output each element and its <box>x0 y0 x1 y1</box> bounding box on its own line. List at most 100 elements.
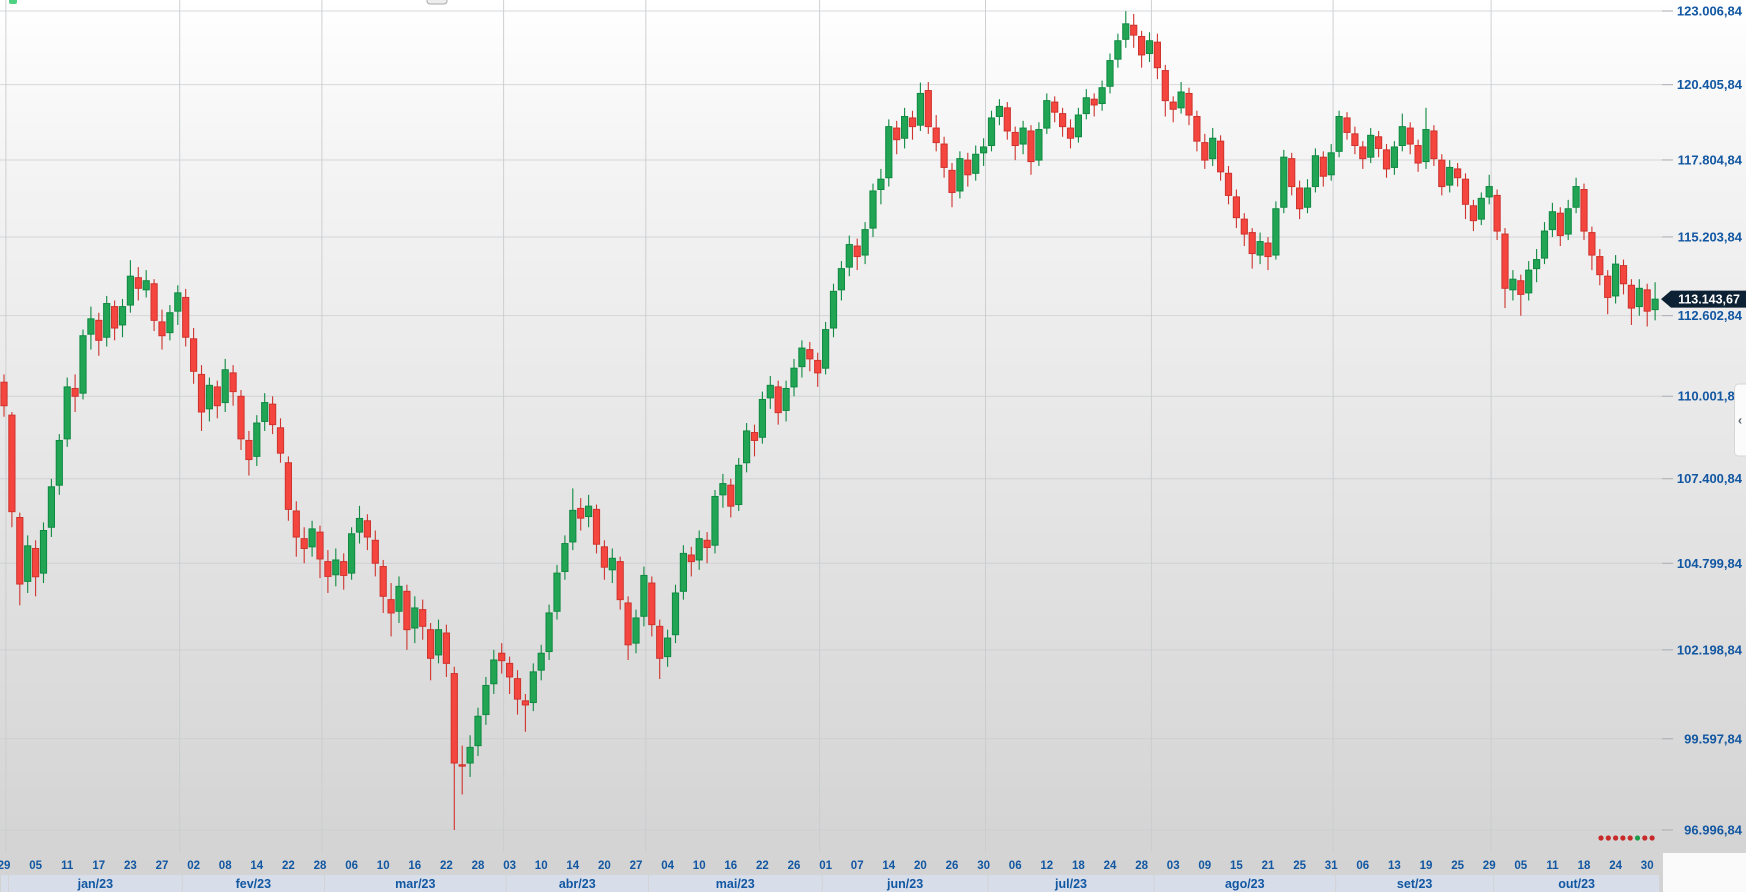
day-tick-label: 28 <box>314 860 327 872</box>
candle <box>1461 173 1470 220</box>
candle <box>24 535 32 593</box>
candle <box>253 415 261 466</box>
candle <box>442 624 450 677</box>
candle <box>300 527 308 564</box>
candle <box>1217 135 1225 181</box>
candle <box>964 152 972 187</box>
candle <box>1588 226 1596 271</box>
candle <box>332 548 340 587</box>
candle <box>1643 283 1651 327</box>
candle <box>592 504 601 554</box>
month-band[interactable] <box>1494 875 1660 892</box>
candle <box>506 656 514 694</box>
candle <box>419 599 427 640</box>
month-band[interactable] <box>8 875 182 892</box>
candle <box>1596 249 1604 286</box>
month-label: jul/23 <box>1054 877 1087 891</box>
candle <box>237 390 245 450</box>
candle <box>1232 189 1241 229</box>
candle <box>987 110 996 152</box>
candle <box>190 328 198 384</box>
day-tick-label: 22 <box>440 860 453 872</box>
clipped-green-marker-icon <box>9 0 17 4</box>
candle <box>995 99 1003 126</box>
status-dot <box>1620 835 1626 841</box>
time-axis[interactable]: jan/23 fev/23 mar/23 abr/23 mai/23 jun/23 jul/… <box>0 860 1660 892</box>
candle <box>664 629 672 667</box>
day-tick-label: 11 <box>1546 860 1559 872</box>
candle <box>1414 139 1422 172</box>
day-tick-label: 26 <box>946 860 959 872</box>
day-tick-label: 16 <box>408 860 421 872</box>
candle <box>695 530 703 570</box>
candle <box>1098 80 1106 111</box>
month-band[interactable] <box>1154 875 1336 892</box>
candle <box>269 396 277 435</box>
candle <box>1066 119 1075 149</box>
candle <box>577 498 585 531</box>
month-band[interactable] <box>506 875 648 892</box>
candle <box>908 110 917 140</box>
candle <box>711 490 719 554</box>
month-band[interactable] <box>822 875 988 892</box>
month-label: ago/23 <box>1225 877 1265 891</box>
candle <box>166 305 174 341</box>
last-price-label: 113.143,67 <box>1678 293 1740 307</box>
candle <box>656 619 664 679</box>
month-band[interactable] <box>648 875 822 892</box>
month-band[interactable] <box>1336 875 1494 892</box>
day-tick-label: 20 <box>914 860 927 872</box>
candle <box>537 644 545 681</box>
month-band[interactable] <box>182 875 324 892</box>
day-tick-label: 23 <box>124 860 137 872</box>
candle <box>1264 237 1272 271</box>
candle <box>916 82 924 131</box>
day-tick-label: 13 <box>1388 860 1401 872</box>
y-axis-label: 102.198,84 <box>1677 642 1743 657</box>
candle <box>1343 112 1351 140</box>
candle <box>750 424 759 457</box>
candle <box>63 377 71 447</box>
candle <box>1035 122 1043 166</box>
day-tick-label: 18 <box>1072 860 1085 872</box>
month-band[interactable] <box>324 875 506 892</box>
candle <box>1019 120 1027 155</box>
candle <box>490 649 498 694</box>
candle <box>1509 270 1517 301</box>
month-band[interactable] <box>988 875 1154 892</box>
candle <box>182 288 190 347</box>
candle <box>87 306 95 350</box>
candle <box>1303 179 1312 214</box>
day-tick-label: 10 <box>693 860 706 872</box>
candle <box>1635 279 1643 316</box>
month-label: mar/23 <box>395 877 435 891</box>
candle <box>8 412 16 528</box>
day-tick-label: 06 <box>345 860 358 872</box>
month-label: fev/23 <box>236 877 271 891</box>
candle <box>901 107 909 149</box>
candle <box>1082 89 1090 120</box>
candle <box>1051 96 1059 123</box>
candle <box>1604 270 1612 315</box>
candle <box>197 365 206 431</box>
candle <box>1074 107 1083 143</box>
candle <box>735 457 743 512</box>
candle <box>1138 30 1146 68</box>
month-band[interactable] <box>1 875 8 892</box>
candle <box>1580 183 1588 241</box>
candle <box>150 279 158 332</box>
candle <box>829 283 838 338</box>
price-axis[interactable]: 123.006,84 120.405,84 117.804,84 115.203,84… <box>1662 4 1743 838</box>
panel-collapse-handle[interactable]: ‹ <box>1734 383 1746 457</box>
candle <box>853 238 861 271</box>
candle <box>1454 163 1462 187</box>
candle <box>1485 174 1493 205</box>
day-tick-label: 14 <box>250 860 263 872</box>
candle <box>221 358 229 413</box>
candle <box>1296 180 1304 220</box>
day-tick-label: 01 <box>819 860 832 872</box>
candle <box>118 298 127 338</box>
day-tick-label: 18 <box>1578 860 1591 872</box>
candle <box>845 235 853 277</box>
